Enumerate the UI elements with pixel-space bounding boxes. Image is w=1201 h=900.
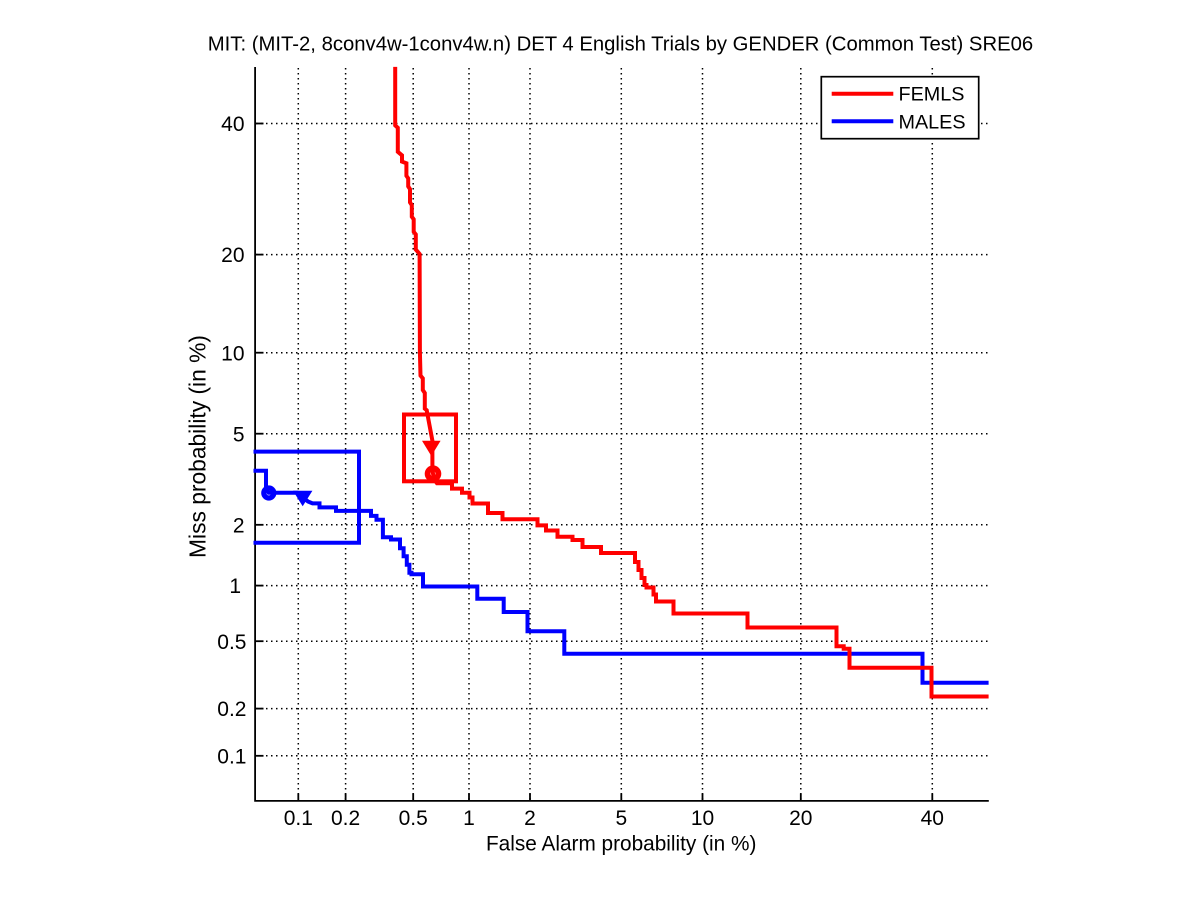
svg-text:5: 5 [233, 423, 245, 446]
svg-text:20: 20 [789, 807, 812, 830]
svg-text:1: 1 [229, 575, 241, 598]
svg-text:0.2: 0.2 [217, 698, 246, 721]
svg-text:0.2: 0.2 [331, 807, 360, 830]
svg-text:2: 2 [233, 514, 245, 537]
svg-text:MALES: MALES [899, 111, 966, 133]
svg-text:0.1: 0.1 [217, 745, 246, 768]
svg-text:0.5: 0.5 [217, 631, 246, 654]
svg-text:5: 5 [615, 807, 627, 830]
svg-text:20: 20 [221, 244, 244, 267]
svg-text:Miss probability (in %): Miss probability (in %) [184, 335, 210, 558]
svg-text:0.5: 0.5 [399, 807, 428, 830]
svg-text:False Alarm probability (in %): False Alarm probability (in %) [486, 833, 756, 856]
svg-text:0.1: 0.1 [284, 807, 313, 830]
svg-text:10: 10 [691, 807, 714, 830]
svg-text:1: 1 [463, 807, 475, 830]
svg-text:40: 40 [221, 113, 244, 136]
svg-text:MIT: (MIT-2, 8conv4w-1conv4w.n: MIT: (MIT-2, 8conv4w-1conv4w.n) DET 4 En… [208, 34, 1033, 56]
svg-text:2: 2 [524, 807, 536, 830]
svg-text:FEMLS: FEMLS [899, 84, 965, 106]
svg-text:40: 40 [921, 807, 944, 830]
svg-text:10: 10 [221, 342, 244, 365]
